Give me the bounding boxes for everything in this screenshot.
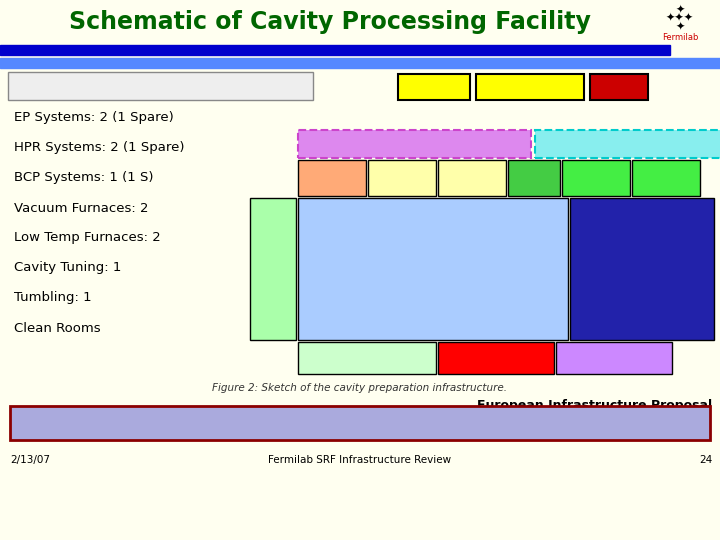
Bar xyxy=(368,160,436,196)
Text: 2x 120 C: 2x 120 C xyxy=(459,350,533,366)
Text: Clean room
10
Assembly: Clean room 10 Assembly xyxy=(608,247,676,291)
Text: EP: EP xyxy=(462,171,482,186)
Text: Tuning: Tuning xyxy=(413,82,455,92)
Bar xyxy=(570,198,714,340)
Text: Fermilab SRF Infrastructure Review: Fermilab SRF Infrastructure Review xyxy=(269,455,451,465)
Text: BCP Systems: 1 (1 S): BCP Systems: 1 (1 S) xyxy=(14,172,153,185)
Text: Oven: Oven xyxy=(603,82,635,92)
Text: Cavity Processing Facility $18.9M: Cavity Processing Facility $18.9M xyxy=(203,414,517,432)
Text: Alt.
Rinses: Alt. Rinses xyxy=(518,167,550,189)
Bar xyxy=(298,342,436,374)
Text: ✦
✦✦✦
✦: ✦ ✦✦✦ ✦ xyxy=(666,5,694,31)
Bar xyxy=(632,160,700,196)
Text: Figure 2: Sketch of the cavity preparation infrastructure.: Figure 2: Sketch of the cavity preparati… xyxy=(212,383,508,393)
Text: Chem. Supply Plant: Chem. Supply Plant xyxy=(357,139,472,149)
Text: Pre-
Clean: Pre- Clean xyxy=(257,258,289,280)
Text: Schematic of Cavity Processing Facility: Schematic of Cavity Processing Facility xyxy=(69,10,591,34)
Text: HPR: HPR xyxy=(648,171,684,186)
Text: Clean room: Clean room xyxy=(366,239,480,256)
Text: EP Systems: 2 (1 Spare): EP Systems: 2 (1 Spare) xyxy=(14,111,174,125)
Text: HPR: HPR xyxy=(578,171,614,186)
Text: Each EP, HPR .. System can do ~40 cy/yr: Each EP, HPR .. System can do ~40 cy/yr xyxy=(12,81,241,91)
Text: Low Temp Furnaces: 2: Low Temp Furnaces: 2 xyxy=(14,232,161,245)
Bar xyxy=(398,74,470,100)
Bar xyxy=(556,342,672,374)
Bar xyxy=(562,160,630,196)
Text: Vacuum Furnaces: 2: Vacuum Furnaces: 2 xyxy=(14,201,148,214)
Bar xyxy=(438,160,506,196)
Bar xyxy=(298,198,568,340)
Text: Ultra-pure Water Plant: Ultra-pure Water Plant xyxy=(584,139,718,149)
Text: HPR Systems: 2 (1 Spare): HPR Systems: 2 (1 Spare) xyxy=(14,141,184,154)
Text: Cavity Tuning: 1: Cavity Tuning: 1 xyxy=(14,261,122,274)
Bar xyxy=(0,45,670,55)
Bar xyxy=(0,58,720,68)
Text: European Infrastructure Proposal: European Infrastructure Proposal xyxy=(477,399,712,411)
Text: BCP: BCP xyxy=(315,171,349,186)
Text: Autom.Parts Clean: Autom.Parts Clean xyxy=(318,353,415,363)
Bar xyxy=(476,74,584,100)
Bar xyxy=(508,160,560,196)
Text: Pumps: Pumps xyxy=(585,350,643,366)
Text: Clean Rooms: Clean Rooms xyxy=(14,321,101,334)
FancyBboxPatch shape xyxy=(298,130,531,158)
Text: EP: EP xyxy=(391,171,413,186)
Bar xyxy=(250,198,296,340)
Text: Fermilab: Fermilab xyxy=(662,33,698,43)
Bar xyxy=(438,342,554,374)
Bar xyxy=(298,160,366,196)
Text: 24: 24 xyxy=(698,455,712,465)
Bar xyxy=(590,74,648,100)
Bar xyxy=(10,406,710,440)
FancyBboxPatch shape xyxy=(535,130,720,158)
Text: Tumbling: 1: Tumbling: 1 xyxy=(14,292,91,305)
Bar xyxy=(8,72,313,100)
Text: Tank welding: Tank welding xyxy=(489,82,571,92)
Text: 2/13/07: 2/13/07 xyxy=(10,455,50,465)
